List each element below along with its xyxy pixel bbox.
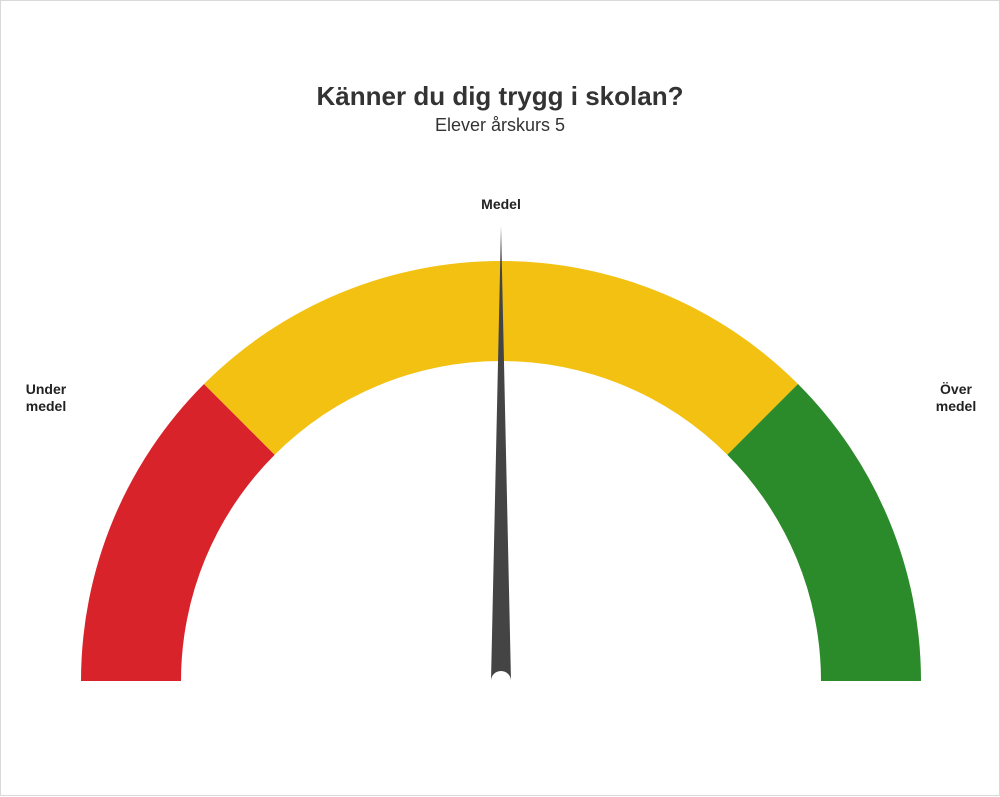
gauge-chart [1,1,1000,797]
gauge-label-over-medel: Över medel [936,381,976,415]
gauge-segment-over-medel [727,384,921,681]
gauge-label-under-medel: Under medel [26,381,66,415]
chart-frame: Känner du dig trygg i skolan? Elever års… [0,0,1000,796]
gauge-segment-under-medel [81,384,275,681]
gauge-label-medel: Medel [481,196,521,213]
